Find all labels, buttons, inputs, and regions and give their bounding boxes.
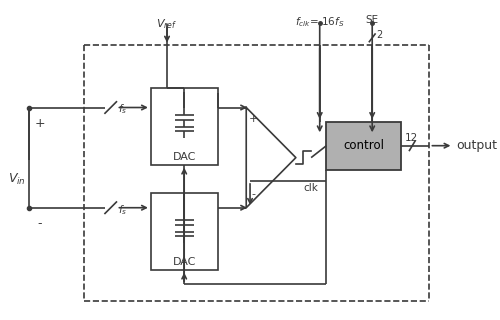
Text: 12: 12 <box>404 133 418 143</box>
Text: $V_{in}$: $V_{in}$ <box>8 172 26 187</box>
Text: $f_{clk}$= 16$f_S$: $f_{clk}$= 16$f_S$ <box>295 15 344 29</box>
Text: -: - <box>252 189 256 199</box>
Text: control: control <box>343 139 384 152</box>
Text: clk: clk <box>304 183 318 193</box>
Text: SE: SE <box>366 15 379 25</box>
Bar <box>151 193 218 270</box>
Text: $f_s$: $f_s$ <box>118 203 128 217</box>
Text: +: + <box>35 117 45 130</box>
Text: 2: 2 <box>376 30 382 40</box>
Text: output: output <box>456 139 497 152</box>
Bar <box>326 122 401 170</box>
Text: DAC: DAC <box>172 257 196 267</box>
Text: $V_{ref}$: $V_{ref}$ <box>156 17 178 31</box>
Text: $f_s$: $f_s$ <box>118 102 128 116</box>
Text: -: - <box>38 217 42 230</box>
Text: DAC: DAC <box>172 152 196 162</box>
Bar <box>151 88 218 165</box>
Text: +: + <box>249 114 258 124</box>
